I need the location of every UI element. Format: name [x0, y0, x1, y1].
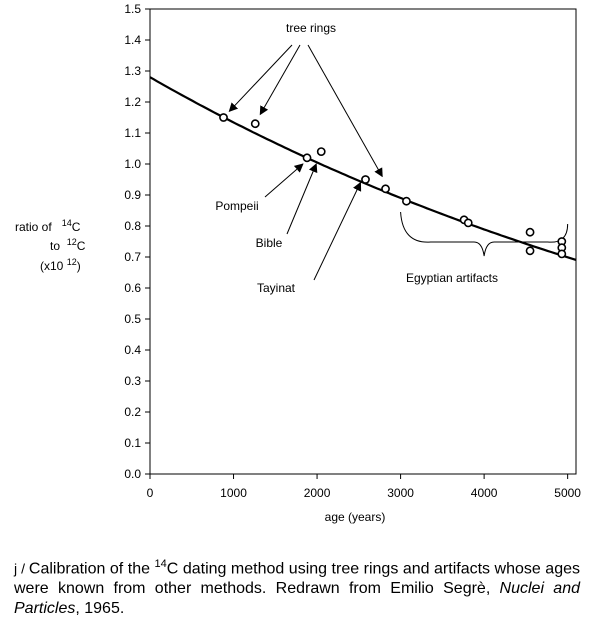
- y-axis-label-line1: ratio of 14C: [15, 218, 81, 235]
- caption-label: j: [14, 560, 18, 577]
- data-point: [381, 184, 390, 194]
- y-tick-label: 0.4: [124, 343, 141, 357]
- x-tick-label: 0: [147, 486, 154, 500]
- data-point: [302, 153, 312, 163]
- y-tick-label: 1.0: [124, 157, 141, 171]
- caption-text-1: Calibration of the: [28, 560, 155, 578]
- axes: [149, 8, 577, 475]
- x-ticks: 0 1000 2000 3000 4000 5000: [147, 474, 581, 500]
- caption-text-3: , 1965.: [75, 600, 125, 618]
- data-point: [402, 196, 411, 206]
- x-axis-label: age (years): [325, 510, 386, 524]
- annotation-label: Bible: [256, 236, 283, 250]
- data-point: [316, 147, 326, 156]
- plot-frame: [149, 8, 577, 475]
- y-tick-label: 0.8: [124, 219, 141, 233]
- annotation-arrow: [307, 44, 383, 178]
- y-tick-label: 1.5: [124, 2, 141, 16]
- data-point: [525, 227, 535, 237]
- caption-book-title: Nuclei and Particles: [14, 580, 580, 618]
- annotation-arrow: [228, 44, 293, 113]
- annotation-brace: [400, 211, 569, 257]
- data-point: [557, 249, 567, 259]
- y-tick-label: 1.1: [124, 126, 141, 140]
- fit-curve: [149, 76, 577, 261]
- x-tick-label: 2000: [304, 486, 331, 500]
- annotations: tree rings Pompeii Bible Tayinat Egyptian ar…: [215, 21, 569, 295]
- annotation-label: Tayinat: [257, 281, 296, 295]
- y-tick-label: 0.7: [124, 250, 141, 264]
- annotation-label: Egyptian artifacts: [406, 271, 498, 285]
- figure-caption: j / Calibration of the 14C dating method…: [14, 554, 580, 619]
- y-tick-label: 0.6: [124, 281, 141, 295]
- data-point: [361, 175, 370, 184]
- y-tick-label: 1.3: [124, 64, 141, 78]
- caption-separator: /: [17, 560, 29, 577]
- annotation-label: Pompeii: [215, 199, 258, 213]
- y-tick-label: 1.4: [124, 33, 141, 47]
- y-tick-label: 0.1: [124, 436, 141, 450]
- y-tick-label: 0.5: [124, 312, 141, 326]
- data-point: [463, 218, 473, 228]
- x-tick-label: 5000: [554, 486, 581, 500]
- caption-sup: 14: [154, 558, 167, 570]
- annotation-arrow: [259, 44, 301, 116]
- y-axis-label-line2: to 12C: [50, 237, 86, 254]
- caption-text-2: C dating method using tree rings and art…: [14, 560, 580, 598]
- x-tick-label: 4000: [471, 486, 498, 500]
- annotation-arrow: [313, 181, 362, 281]
- data-point: [219, 113, 228, 122]
- y-tick-label: 0.9: [124, 188, 141, 202]
- y-tick-label: 1.2: [124, 95, 141, 109]
- y-tick-label: 0.3: [124, 374, 141, 388]
- x-tick-label: 1000: [220, 486, 247, 500]
- chart: 0.0 0.1 0.2 0.3 0.4 0.5 0.6 0.7 0.8 0.9 1.0 1.1 1.2 1…: [124, 2, 581, 524]
- y-tick-label: 0.2: [124, 405, 141, 419]
- data-points: [219, 113, 567, 259]
- data-point: [250, 119, 260, 129]
- y-tick-label: 0.0: [124, 467, 141, 481]
- annotation-label: tree rings: [286, 21, 336, 35]
- annotation-arrow: [264, 163, 304, 198]
- data-point: [525, 246, 535, 256]
- x-tick-label: 3000: [387, 486, 414, 500]
- y-axis-label-line3: (x10 12): [40, 257, 81, 274]
- annotation-arrow: [286, 163, 318, 235]
- y-ticks: 0.0 0.1 0.2 0.3 0.4 0.5 0.6 0.7 0.8 0.9 1.0 1.1 1.2 1…: [124, 2, 150, 481]
